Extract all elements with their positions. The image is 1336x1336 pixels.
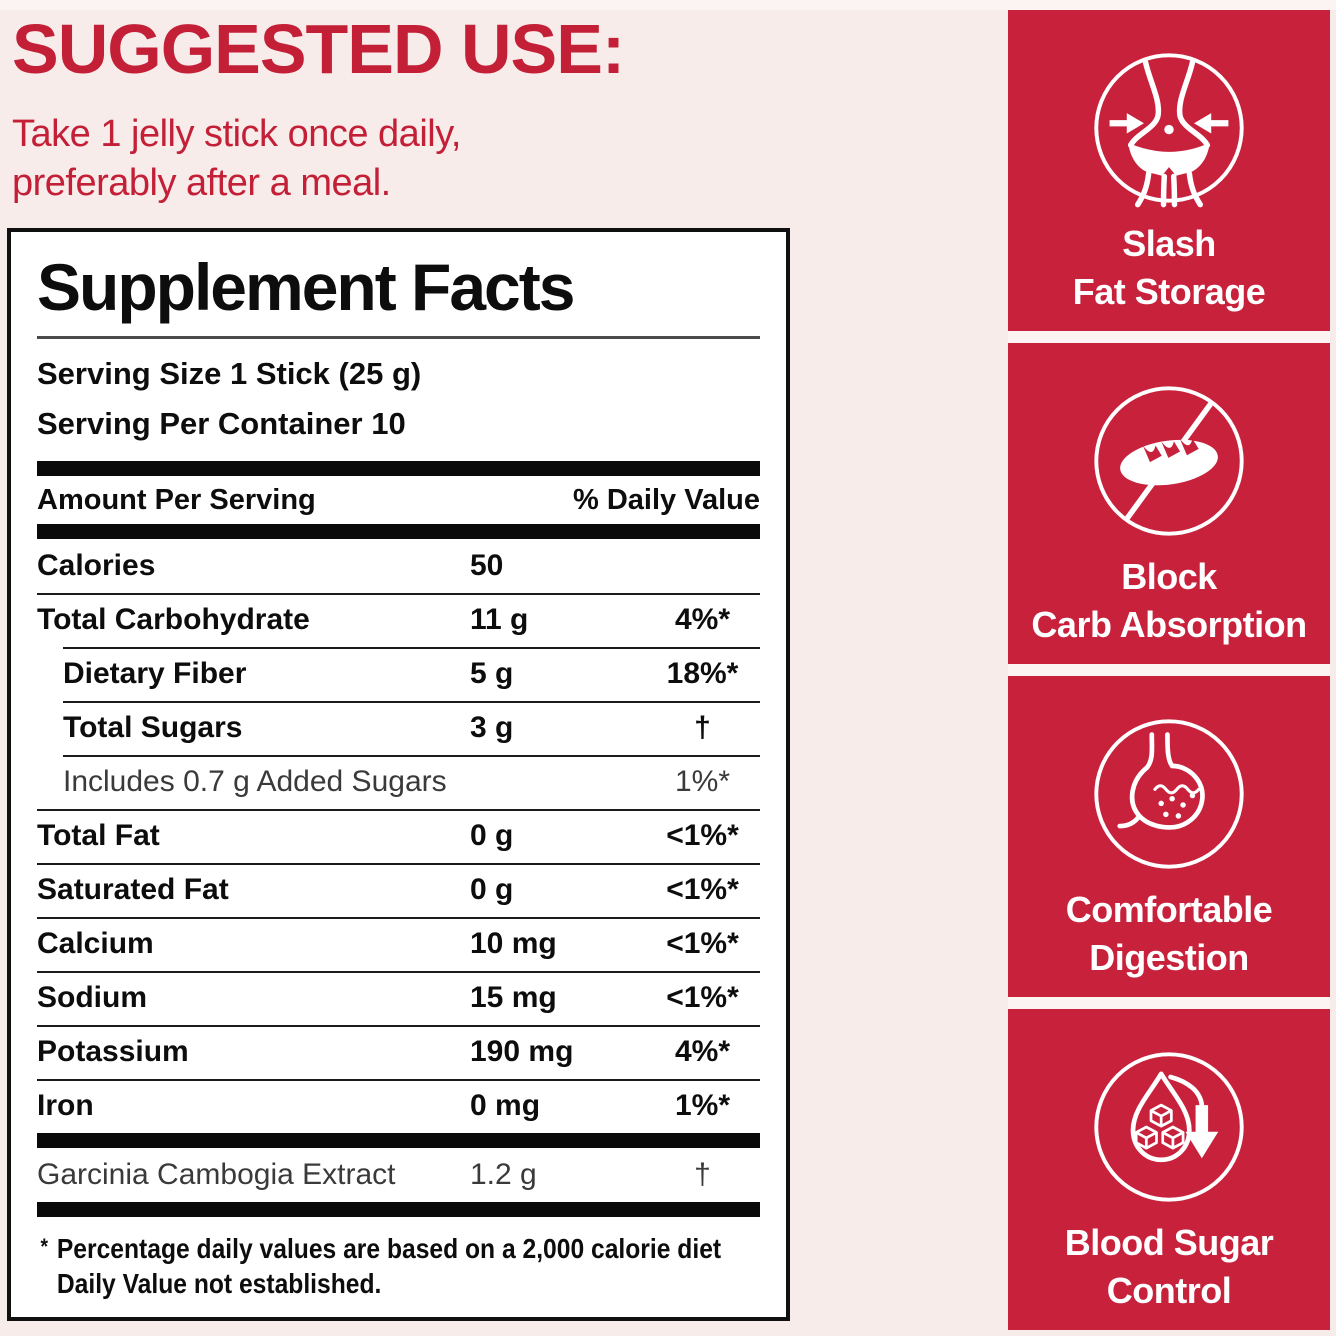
nutrient-daily-value: <1%* <box>666 981 739 1014</box>
benefit-label-line2: Digestion <box>1089 936 1249 978</box>
stomach-icon <box>1094 719 1244 869</box>
facts-row: Total Carbohydrate 11 g 4%* <box>37 593 760 647</box>
benefit-label-line2: Fat Storage <box>1072 270 1266 312</box>
nutrient-amount: 0 g <box>470 819 514 852</box>
nutrient-daily-value: <1%* <box>666 819 739 852</box>
facts-row: Calories 50 <box>37 539 760 593</box>
nutrient-name: Total Sugars <box>63 711 243 744</box>
benefit-label-line2: Control <box>1106 1269 1232 1311</box>
nutrient-name: Saturated Fat <box>37 873 229 906</box>
benefit-label: Slash Fat Storage <box>1073 220 1266 315</box>
amount-per-serving-header: Amount Per Serving <box>37 483 316 516</box>
facts-row: Iron 0 mg 1%* <box>37 1079 760 1133</box>
nutrient-name: Total Fat <box>37 819 160 852</box>
nutrient-daily-value: 18%* <box>666 657 739 690</box>
benefit-label-line1: Slash <box>1122 223 1216 264</box>
nutrient-daily-value: <1%* <box>666 927 739 960</box>
benefit-label-line2: Carb Absorption <box>1031 603 1307 645</box>
page-top-strip <box>0 0 1336 10</box>
nutrient-amount: 0 mg <box>470 1089 541 1122</box>
nutrient-name: Total Carbohydrate <box>37 603 310 636</box>
nutrient-name: Dietary Fiber <box>63 657 247 690</box>
slim-waist-icon <box>1094 53 1244 208</box>
footnote-line2: Daily Value not established. <box>56 1268 382 1299</box>
nutrient-daily-value: † <box>694 1158 711 1191</box>
blood-sugar-drop-icon <box>1094 1052 1244 1202</box>
nutrient-name: Includes 0.7 g Added Sugars <box>63 765 447 798</box>
facts-row: Calcium 10 mg <1%* <box>37 917 760 971</box>
thick-bar <box>37 1202 760 1217</box>
benefit-badge-blood-sugar-control: Blood Sugar Control <box>1008 1009 1330 1330</box>
facts-row: Saturated Fat 0 g <1%* <box>37 863 760 917</box>
nutrient-daily-value: 1%* <box>674 765 731 798</box>
footnote-asterisk: * <box>40 1234 49 1259</box>
benefits-column: Slash Fat Storage Block Carb Absorption <box>1008 10 1330 1330</box>
nutrient-name: Calories <box>37 549 156 582</box>
thick-bar <box>37 524 760 539</box>
footnote-line1: Percentage daily values are based on a 2… <box>56 1233 722 1264</box>
nutrient-name: Potassium <box>37 1035 189 1068</box>
nutrient-name: Iron <box>37 1089 94 1122</box>
benefit-label: Block Carb Absorption <box>1031 553 1307 648</box>
facts-row: Potassium 190 mg 4%* <box>37 1025 760 1079</box>
nutrient-amount: 11 g <box>470 603 529 636</box>
thick-bar <box>37 1133 760 1148</box>
benefit-badge-block-carb-absorption: Block Carb Absorption <box>1008 343 1330 664</box>
facts-header-row: Amount Per Serving % Daily Value <box>37 476 760 524</box>
daily-value-header: % Daily Value <box>573 483 760 516</box>
benefit-label: Blood Sugar Control <box>1065 1219 1274 1314</box>
servings-per-container: Serving Per Container 10 <box>37 406 406 441</box>
nutrient-daily-value: <1%* <box>666 873 739 906</box>
thick-bar <box>37 461 760 476</box>
suggested-use-section: SUGGESTED USE: Take 1 jelly stick once d… <box>12 14 792 209</box>
nutrient-daily-value: † <box>694 711 711 744</box>
nutrient-amount: 3 g <box>470 711 514 744</box>
suggested-use-line2: preferably after a meal. <box>12 162 391 205</box>
benefit-label-line1: Block <box>1121 556 1217 597</box>
facts-row: Sodium 15 mg <1%* <box>37 971 760 1025</box>
nutrient-daily-value: 1%* <box>674 1089 731 1122</box>
facts-row: Total Sugars 3 g † <box>37 701 760 755</box>
nutrient-amount: 0 g <box>470 873 514 906</box>
benefit-label-line1: Comfortable <box>1065 889 1273 930</box>
nutrient-daily-value: 4%* <box>674 603 731 636</box>
serving-size: Serving Size 1 Stick (25 g) <box>37 356 422 391</box>
nutrient-amount: 10 mg <box>470 927 557 960</box>
benefit-badge-slash-fat-storage: Slash Fat Storage <box>1008 10 1330 331</box>
nutrient-name: Garcinia Cambogia Extract <box>37 1158 396 1191</box>
suggested-use-heading: SUGGESTED USE: <box>12 10 625 88</box>
suggested-use-body: Take 1 jelly stick once daily, preferabl… <box>12 110 792 209</box>
nutrient-amount: 15 mg <box>470 981 557 1014</box>
supplement-facts-title: Supplement Facts <box>37 250 575 324</box>
facts-rows: Calories 50 Total Carbohydrate 11 g 4%* Dieta… <box>37 539 760 1133</box>
supplement-facts-panel: Supplement Facts Serving Size 1 Stick (2… <box>7 228 790 1321</box>
nutrient-amount: 5 g <box>470 657 514 690</box>
nutrient-amount: 1.2 g <box>470 1158 537 1191</box>
title-divider <box>37 336 760 339</box>
nutrient-name: Calcium <box>37 927 154 960</box>
facts-row: Dietary Fiber 5 g 18%* <box>37 647 760 701</box>
facts-row: Includes 0.7 g Added Sugars 1%* <box>37 755 760 809</box>
no-bread-icon <box>1094 386 1244 536</box>
nutrient-name: Sodium <box>37 981 147 1014</box>
nutrient-amount: 50 <box>470 549 504 582</box>
facts-row-garcinia: Garcinia Cambogia Extract 1.2 g † <box>37 1148 760 1202</box>
benefit-badge-comfortable-digestion: Comfortable Digestion <box>1008 676 1330 997</box>
facts-footnote: * Percentage daily values are based on a… <box>37 1231 722 1301</box>
nutrient-daily-value: 4%* <box>674 1035 731 1068</box>
facts-row: Total Fat 0 g <1%* <box>37 809 760 863</box>
nutrient-amount: 190 mg <box>470 1035 574 1068</box>
benefit-label-line1: Blood Sugar <box>1064 1222 1274 1263</box>
suggested-use-line1: Take 1 jelly stick once daily, <box>12 113 461 155</box>
benefit-label: Comfortable Digestion <box>1066 886 1273 981</box>
